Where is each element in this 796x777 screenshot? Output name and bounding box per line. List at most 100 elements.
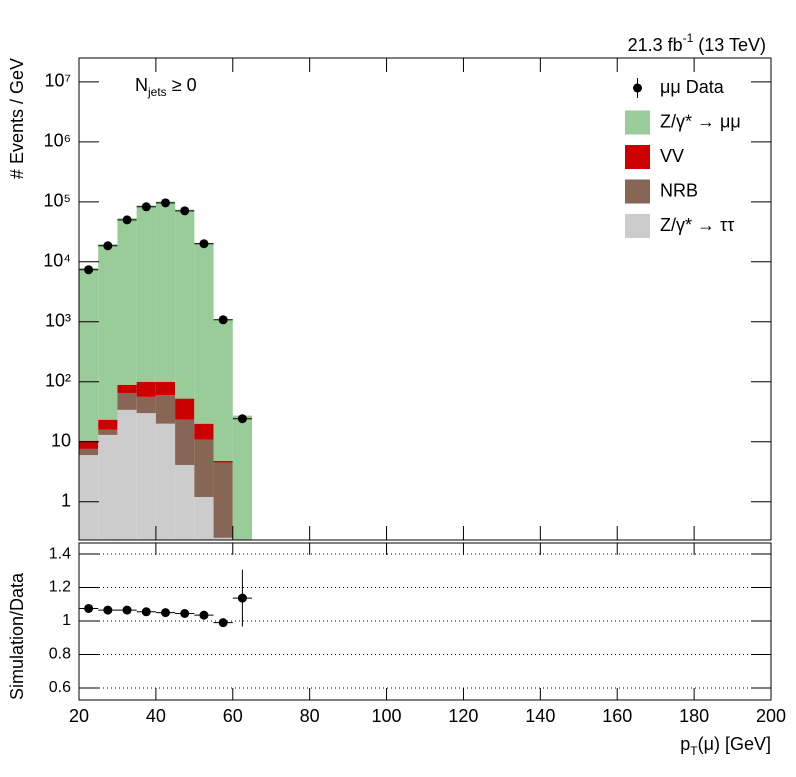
- bar-segment: [98, 429, 118, 435]
- data-point: [161, 198, 170, 208]
- data-point: [84, 265, 94, 275]
- bar-segment: [98, 244, 118, 420]
- data-point: [237, 414, 247, 424]
- lumi-text: (13 TeV): [693, 35, 766, 55]
- y-tick-label: 1.4: [49, 545, 71, 562]
- bar-segment: [79, 448, 99, 456]
- x-tick-label: 160: [602, 706, 632, 726]
- x-tick-label: 20: [69, 706, 89, 726]
- bar-segment: [117, 384, 137, 393]
- bar-segment: [98, 419, 118, 430]
- bar-segment: [213, 462, 233, 538]
- x-tick-label: 200: [756, 706, 786, 726]
- y-tick-label: 10⁶: [44, 131, 71, 151]
- bar-segment: [117, 218, 137, 385]
- plot-frame: [78, 57, 772, 541]
- bar-segment: [79, 455, 99, 540]
- ratio-point: [141, 607, 151, 617]
- y-tick-label: 1: [61, 490, 71, 510]
- bar-segment: [175, 398, 195, 420]
- legend-label: Z/γ* → μμ: [660, 111, 741, 131]
- data-point: [180, 206, 190, 216]
- x-axis-title: pT(μ) [GeV]: [680, 734, 771, 758]
- annotation-sub: jets: [147, 85, 167, 99]
- bar-segment: [136, 381, 156, 397]
- legend-label: NRB: [660, 180, 698, 200]
- bar-segment: [155, 395, 176, 424]
- ratio-frame: [78, 542, 772, 701]
- y-tick-label: 1: [62, 612, 71, 629]
- bar-segment: [194, 423, 214, 440]
- data-point: [218, 315, 228, 325]
- ratio-point: [199, 610, 209, 620]
- y-tick-label: 10: [51, 430, 71, 450]
- bar-segment: [79, 267, 99, 441]
- bar-segment: [213, 537, 233, 540]
- x-tick-label: 140: [525, 706, 555, 726]
- bar-segment: [79, 440, 99, 449]
- bar-segment: [155, 381, 176, 396]
- annotation-text: ≥ 0: [167, 75, 197, 95]
- ratio-point: [103, 605, 113, 615]
- y-axis-title: # Events / GeV: [7, 58, 27, 179]
- bar-segment: [175, 209, 195, 399]
- bar-segment: [98, 434, 118, 540]
- y-tick-label: 10⁵: [44, 191, 71, 211]
- legend-label: VV: [660, 146, 684, 166]
- lumi-sup: -1: [683, 31, 694, 45]
- bar-segment: [194, 242, 214, 424]
- x-tick-label: 120: [448, 706, 478, 726]
- lumi-text: 21.3 fb: [628, 35, 683, 55]
- bar-segment: [136, 205, 156, 382]
- x-title-sub: T: [690, 744, 698, 758]
- legend-swatch: [625, 214, 650, 238]
- legend-swatch: [625, 110, 650, 135]
- bar-segment: [194, 439, 214, 497]
- ratio-y-axis-title: Simulation/Data: [7, 572, 27, 700]
- x-tick-label: 100: [372, 706, 402, 726]
- bar-segment: [155, 201, 176, 382]
- ratio-point: [180, 608, 190, 618]
- ratio-point: [161, 608, 170, 618]
- y-tick-label: 1.2: [49, 579, 71, 596]
- bar-segment: [175, 464, 195, 540]
- annotation-text: N: [135, 75, 148, 95]
- x-tick-label: 80: [300, 706, 320, 726]
- data-point: [122, 215, 132, 225]
- y-tick-label: 0.8: [49, 646, 71, 663]
- ratio-point: [122, 605, 132, 615]
- data-point: [141, 202, 151, 212]
- legend-label: μμ Data: [660, 77, 725, 97]
- annotation: Njets ≥ 0: [135, 75, 197, 99]
- bar-segment: [155, 423, 176, 540]
- x-tick-label: 180: [679, 706, 709, 726]
- ratio-point: [237, 593, 247, 603]
- x-tick-label: 40: [146, 706, 166, 726]
- bar-segment: [117, 392, 137, 410]
- data-point: [103, 241, 113, 251]
- bar-segment: [213, 320, 233, 461]
- ratio-point: [218, 618, 228, 628]
- y-tick-label: 0.6: [49, 679, 71, 696]
- y-tick-label: 10²: [45, 371, 71, 391]
- legend-swatch: [625, 179, 650, 204]
- x-title-text: (μ) [GeV]: [698, 734, 771, 754]
- legend-label: Z/γ* → ττ: [660, 215, 734, 235]
- bar-segment: [232, 415, 252, 540]
- data-point: [199, 239, 209, 249]
- bar-segment: [194, 496, 214, 540]
- ratio-point: [84, 603, 94, 613]
- bar-segment: [213, 460, 233, 463]
- y-tick-label: 10³: [45, 311, 71, 331]
- y-tick-label: 10⁴: [43, 251, 71, 271]
- legend-swatch: [625, 145, 650, 169]
- x-tick-label: 60: [223, 706, 243, 726]
- y-tick-label: 10⁷: [44, 71, 71, 91]
- lumi-label: 21.3 fb-1 (13 TeV): [628, 31, 766, 55]
- bar-segment: [175, 419, 195, 465]
- bar-segment: [136, 413, 156, 540]
- bar-segment: [136, 396, 156, 414]
- legend-marker: [633, 83, 642, 93]
- bar-segment: [117, 409, 137, 540]
